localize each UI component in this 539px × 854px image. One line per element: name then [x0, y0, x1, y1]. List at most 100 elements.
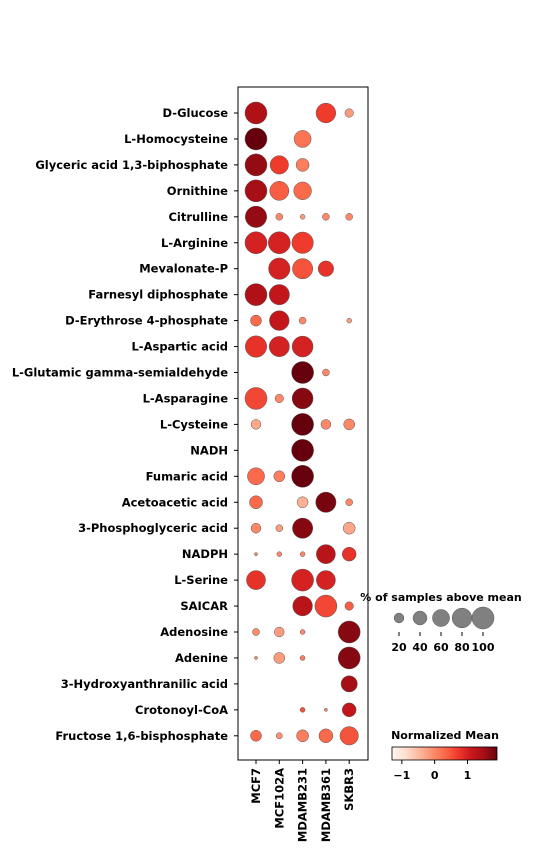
dot-l-arginine-mcf102a — [268, 231, 291, 254]
dot-d-erythrose-4-phosphate-mcf102a — [269, 310, 290, 331]
dot-adenine-skbr3 — [337, 646, 361, 670]
dot-adenine-mcf102a — [273, 652, 286, 664]
row-label-citrulline: Citrulline — [168, 210, 228, 224]
row-label-mevalonate-p: Mevalonate-P — [139, 262, 228, 276]
dot-l-aspartic-acid-mdamb231 — [291, 335, 314, 358]
dot-farnesyl-diphosphate-mcf7 — [244, 283, 268, 306]
dot-l-serine-mdamb361 — [316, 570, 336, 590]
size-legend-dot-100 — [471, 606, 495, 630]
size-legend-dot-20 — [393, 612, 405, 624]
dot-mevalonate-p-mcf102a — [268, 257, 291, 280]
dot-l-glutamic-gamma-semialdehyde-mdamb231 — [291, 361, 314, 384]
dot-fumaric-acid-mdamb231 — [291, 465, 314, 488]
colorbar-tick-label: 1 — [464, 769, 472, 782]
dot-adenosine-mcf102a — [274, 626, 285, 638]
dot-adenosine-mcf7 — [252, 628, 260, 636]
dot-l-arginine-mcf7 — [244, 231, 268, 254]
dot-l-serine-mdamb231 — [291, 568, 314, 592]
dot-saicar-skbr3 — [344, 601, 354, 611]
row-label-adenine: Adenine — [175, 651, 228, 665]
size-legend-title: % of samples above mean — [360, 591, 521, 604]
row-label-d-erythrose-4-phosphate: D-Erythrose 4-phosphate — [65, 314, 228, 328]
dot-nadph-mcf102a — [276, 551, 283, 557]
dot-fructose-1-6-bisphosphate-mcf7 — [250, 730, 262, 742]
size-legend-dot-60 — [432, 609, 450, 627]
dot-l-asparagine-mcf102a — [274, 393, 284, 403]
colorbar — [391, 746, 498, 761]
row-label-adenosine: Adenosine — [160, 625, 228, 639]
row-labels: D-Glucose L-Homocysteine Glyceric acid 1,3… — [12, 106, 238, 743]
dot-citrulline-mdamb361 — [322, 213, 330, 221]
dot-fumaric-acid-mcf102a — [273, 470, 286, 483]
dot-citrulline-mcf102a — [275, 213, 284, 221]
colorbar-tick-label: −1 — [393, 769, 410, 782]
dot-d-glucose-mcf7 — [244, 101, 268, 125]
dot-l-cysteine-skbr3 — [343, 418, 355, 431]
dot-adenine-mdamb231 — [299, 655, 306, 661]
size-legend-label-100: 100 — [472, 641, 495, 654]
row-label-3-phosphoglyceric-acid: 3-Phosphoglyceric acid — [78, 521, 228, 535]
dot-nadph-mdamb231 — [299, 551, 306, 557]
dot-fructose-1-6-bisphosphate-mdamb361 — [318, 728, 334, 744]
size-legend-items: 20 40 60 80 100 — [391, 606, 495, 654]
dot-l-asparagine-mcf7 — [244, 387, 268, 410]
dot-saicar-mdamb231 — [292, 595, 313, 617]
dot-citrulline-skbr3 — [345, 213, 353, 221]
dot-saicar-mdamb361 — [314, 594, 338, 618]
dot-d-erythrose-4-phosphate-skbr3 — [346, 317, 352, 324]
row-label-ornithine: Ornithine — [167, 184, 228, 198]
dot-nadph-mcf7 — [254, 552, 258, 556]
dots-layer — [244, 101, 361, 746]
dot-acetoacetic-acid-mdamb231 — [296, 496, 309, 508]
dot-citrulline-mcf7 — [245, 205, 267, 228]
dot-fructose-1-6-bisphosphate-skbr3 — [339, 726, 359, 746]
dot-citrulline-mdamb231 — [299, 214, 306, 220]
colorbar-tick-label: 0 — [431, 769, 439, 782]
dot-3-hydroxyanthranilic-acid-skbr3 — [340, 675, 358, 693]
size-legend-label-40: 40 — [412, 641, 428, 654]
dot-l-homocysteine-mcf7 — [244, 127, 268, 151]
dot-fructose-1-6-bisphosphate-mdamb231 — [296, 729, 309, 743]
row-label-l-arginine: L-Arginine — [161, 236, 228, 250]
row-label-l-aspartic-acid: L-Aspartic acid — [131, 340, 228, 354]
dot-l-asparagine-mdamb231 — [291, 387, 314, 410]
dot-ornithine-mcf102a — [269, 181, 290, 201]
column-label-mcf102a: MCF102A — [272, 768, 286, 829]
size-legend-dot-80 — [451, 607, 473, 629]
dot-glyceric-acid-1-3-biphosphate-mcf102a — [269, 155, 289, 175]
dot-adenosine-skbr3 — [337, 620, 361, 644]
dot-glyceric-acid-1-3-biphosphate-mdamb231 — [295, 158, 310, 172]
dot-ornithine-mcf7 — [244, 179, 268, 203]
row-label-fructose-1-6-bisphosphate: Fructose 1,6-bisphosphate — [55, 729, 228, 743]
color-legend: Normalized Mean −1 0 1 — [391, 729, 499, 782]
dot-nadph-skbr3 — [341, 546, 357, 562]
dot-l-cysteine-mdamb361 — [320, 419, 332, 430]
dot-l-aspartic-acid-mcf7 — [245, 335, 267, 358]
dot-adenine-mcf7 — [254, 656, 258, 660]
dot-farnesyl-diphosphate-mcf102a — [268, 284, 290, 306]
size-legend-dot-40 — [412, 610, 428, 626]
size-legend: % of samples above mean 20 40 60 80 100 — [360, 591, 521, 654]
color-legend-title: Normalized Mean — [391, 729, 499, 742]
dot-glyceric-acid-1-3-biphosphate-mcf7 — [244, 153, 268, 177]
column-label-mcf7: MCF7 — [249, 768, 263, 804]
dot-l-serine-mcf7 — [246, 570, 266, 590]
row-label-farnesyl-diphosphate: Farnesyl diphosphate — [88, 288, 228, 302]
dot-ornithine-mdamb231 — [293, 181, 312, 200]
dot-l-arginine-mdamb231 — [291, 231, 314, 254]
dot-d-erythrose-4-phosphate-mdamb231 — [298, 316, 307, 325]
dot-acetoacetic-acid-skbr3 — [345, 498, 353, 506]
dot-crotonoyl-coa-mdamb361 — [324, 708, 328, 712]
dot-crotonoyl-coa-mdamb231 — [299, 707, 306, 713]
row-label-fumaric-acid: Fumaric acid — [146, 469, 228, 483]
row-label-nadh: NADH — [190, 443, 228, 457]
column-labels: MCF7 MCF102A MDAMB231 MDAMB361 SKBR3 — [249, 760, 356, 842]
dot-l-cysteine-mdamb231 — [291, 413, 314, 436]
colorbar-ticks: −1 0 1 — [393, 760, 471, 782]
row-label-nadph: NADPH — [182, 547, 228, 561]
dot-d-glucose-skbr3 — [344, 108, 354, 118]
dot-l-cysteine-mcf7 — [250, 419, 262, 430]
column-label-mdamb361: MDAMB361 — [319, 768, 333, 842]
row-label-3-hydroxyanthranilic-acid: 3-Hydroxyanthranilic acid — [61, 677, 228, 691]
